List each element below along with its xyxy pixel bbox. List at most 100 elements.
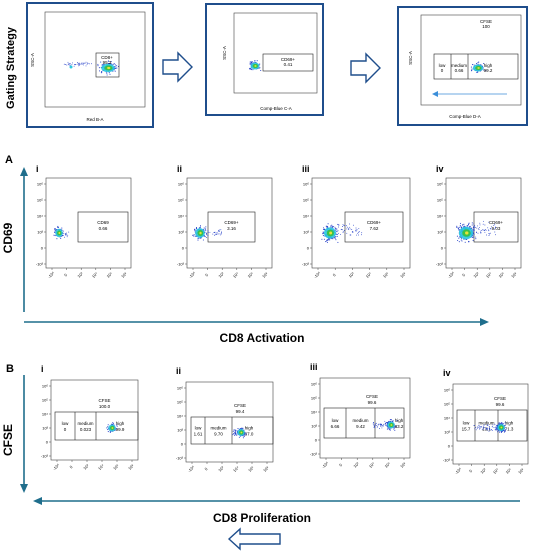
x-tick-label: 10⁵: [383, 461, 391, 469]
event-dot: [77, 63, 79, 65]
panel-a-letter: A: [5, 154, 13, 166]
event-dot: [385, 422, 387, 424]
event-dot: [334, 227, 336, 229]
event-dot: [468, 241, 470, 243]
density-yellow: [465, 231, 469, 235]
event-dot: [65, 234, 67, 236]
event-dot: [79, 63, 81, 65]
event-dot: [474, 224, 476, 226]
event-dot: [69, 64, 71, 66]
event-dot: [495, 428, 497, 430]
event-dot: [395, 426, 397, 428]
event-dot: [207, 230, 209, 232]
parent-gate-value: 99.4: [236, 409, 245, 414]
event-dot: [259, 63, 261, 65]
event-dot: [60, 237, 62, 239]
event-dot: [480, 425, 482, 427]
event-dot: [488, 427, 490, 429]
event-dot: [78, 62, 80, 64]
y-tick-label: 10⁵: [37, 198, 43, 203]
event-dot: [468, 223, 470, 225]
gate-low-label: low: [463, 421, 471, 426]
event-dot: [214, 234, 216, 236]
event-dot: [472, 239, 474, 242]
event-dot: [61, 227, 63, 229]
y-tick-label: 10⁶: [42, 384, 48, 389]
y-tick-label: 10⁵: [177, 400, 183, 405]
event-dot: [476, 227, 478, 229]
event-dot: [349, 234, 351, 236]
event-dot: [459, 224, 461, 226]
y-tick-label: 10⁴: [303, 214, 309, 219]
y-tick-label: -10³: [302, 262, 310, 267]
y-tick-label: -10³: [443, 458, 451, 463]
x-tick-label: 10⁴: [97, 463, 105, 471]
event-dot: [470, 226, 472, 228]
event-dot: [475, 63, 478, 65]
event-dot: [98, 70, 101, 72]
event-dot: [221, 233, 222, 235]
event-dot: [480, 426, 482, 428]
event-dot: [491, 430, 493, 431]
event-dot: [477, 225, 479, 227]
event-dot: [336, 228, 338, 230]
event-dot: [382, 424, 384, 426]
panel-a-plot-ii: ii 10⁶ 10⁵ 10⁴ 10³ 0 -10³-10³ 0 10³ 10⁴ 10⁵ 10⁶ CD69…: [177, 164, 273, 279]
event-dot: [345, 225, 347, 227]
event-dot: [483, 427, 485, 429]
event-dot: [503, 431, 505, 433]
y-tick-label: 0: [41, 246, 44, 251]
event-dot: [62, 234, 64, 236]
x-tick-label: 10⁵: [247, 465, 255, 473]
gate-value: 9.03: [492, 226, 501, 231]
gate-low-label: low: [439, 63, 447, 68]
event-dot: [239, 428, 241, 430]
event-dot: [57, 225, 59, 227]
plot-area: [452, 383, 529, 465]
event-dot: [54, 231, 56, 234]
plot-roman-label: iv: [436, 164, 444, 174]
event-dot: [475, 236, 477, 238]
event-dot: [252, 69, 254, 71]
event-dot: [215, 233, 217, 235]
event-dot: [377, 426, 379, 428]
x-tick-label: 10⁵: [497, 271, 505, 279]
event-dot: [491, 426, 493, 428]
event-dot: [342, 226, 343, 227]
x-tick-label: 10⁶: [517, 467, 525, 475]
event-dot: [472, 227, 474, 229]
event-dot: [349, 226, 351, 228]
x-tick-label: 10³: [479, 467, 487, 475]
dot-cloud-gating-3: [470, 61, 487, 74]
event-dot: [373, 424, 375, 426]
density-yellow: [477, 67, 480, 69]
event-dot: [206, 233, 207, 235]
event-dot: [107, 426, 109, 428]
event-dot: [106, 72, 108, 74]
event-dot: [482, 427, 484, 429]
event-dot: [91, 63, 92, 65]
event-dot: [54, 228, 56, 230]
gate-high-value: 87.0: [245, 432, 254, 437]
event-dot: [494, 231, 496, 233]
gate-low-label: low: [62, 421, 70, 426]
event-dot: [485, 228, 486, 230]
event-dot: [249, 68, 251, 70]
event-dot: [326, 240, 328, 242]
x-tick-label: 0: [468, 468, 474, 474]
event-dot: [375, 423, 377, 425]
event-dot: [361, 232, 363, 234]
event-dot: [388, 420, 390, 422]
event-dot: [333, 226, 335, 228]
x-axis-label: Red B-A: [86, 117, 103, 122]
panel-a-plot-i: i 10⁶ 10⁵ 10⁴ 10³ 0 -10³-10³ 0 10³ 10⁴ 10⁵ 10⁶ CD690…: [36, 164, 132, 279]
event-dot: [107, 424, 109, 426]
event-dot: [472, 230, 474, 232]
right-arrow-icon: [350, 52, 381, 84]
y-tick-label: 10⁵: [444, 402, 450, 407]
event-dot: [207, 234, 209, 236]
panel-a-ylabel: CD69: [1, 222, 15, 253]
event-dot: [490, 228, 492, 230]
event-dot: [250, 69, 253, 71]
event-dot: [213, 232, 215, 233]
